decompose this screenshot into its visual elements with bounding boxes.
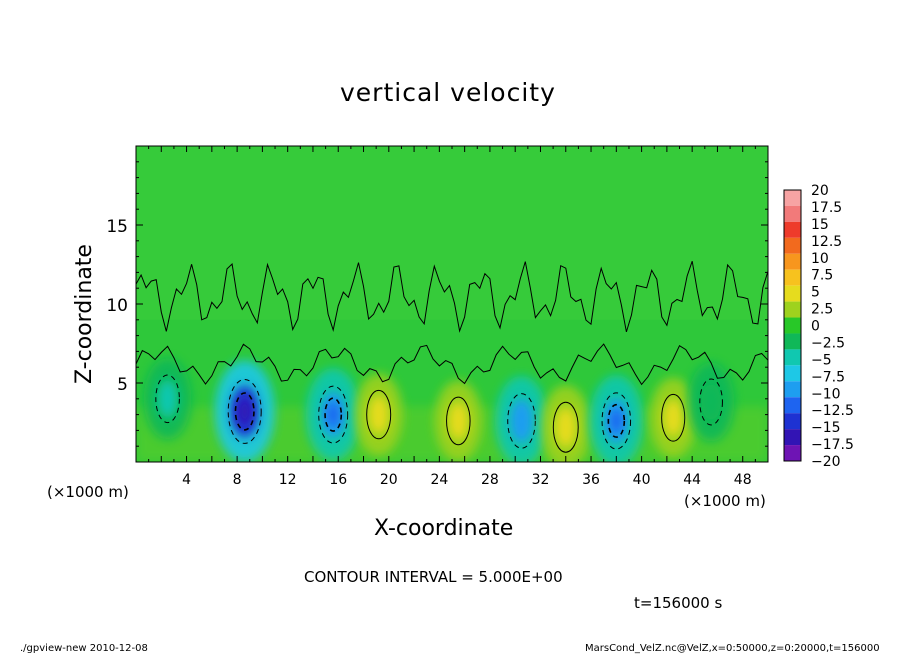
colorbar-swatch	[784, 285, 801, 302]
colorbar-label: 2.5	[811, 302, 833, 318]
x-axis-label: X-coordinate	[374, 516, 514, 541]
velocity-cell	[143, 358, 192, 440]
x-tick-label: 20	[380, 472, 398, 488]
colorbar-swatch	[784, 269, 801, 286]
velocity-cell	[214, 360, 275, 462]
x-tick-label: 16	[329, 472, 347, 488]
x-tick-label: 28	[481, 472, 499, 488]
upper-field-tint	[136, 146, 768, 320]
velocity-cell	[434, 380, 483, 462]
colorbar-label: 5	[811, 285, 820, 301]
colorbar-swatch	[784, 445, 801, 461]
colorbar-label: 15	[811, 217, 829, 233]
velocity-cell	[649, 377, 697, 458]
colorbar-label: −5	[811, 352, 832, 368]
y-axis-label: Z-coordinate	[72, 244, 97, 384]
colorbar-swatch	[784, 301, 801, 318]
y-tick-label: 15	[106, 217, 128, 237]
x-tick-label: 4	[182, 472, 191, 488]
contour-interval: CONTOUR INTERVAL = 5.000E+00	[304, 568, 563, 586]
colorbar-frame	[783, 189, 802, 462]
colorbar-swatch	[784, 317, 801, 334]
velocity-cell	[305, 368, 361, 462]
colorbar-swatch	[784, 381, 801, 398]
x-tick-label: 40	[633, 472, 651, 488]
x-tick-label: 48	[734, 472, 752, 488]
y-tick-label: 10	[106, 296, 128, 316]
x-tick-label: 44	[683, 472, 701, 488]
zero-contour-low	[136, 343, 768, 386]
velocity-cell	[354, 373, 403, 456]
colorbar-swatch	[784, 333, 801, 350]
x-tick-label: 32	[532, 472, 550, 488]
colorbar-swatch	[784, 365, 801, 382]
colorbar-swatch	[784, 429, 801, 446]
colorbar-label: 20	[811, 183, 829, 199]
colorbar-label: 10	[811, 251, 829, 267]
colorbar-label: −2.5	[811, 335, 845, 351]
footer-right: MarsCond_VelZ.nc@VelZ,x=0:50000,z=0:2000…	[585, 643, 880, 654]
colorbar-swatch	[784, 397, 801, 414]
x-tick-label: 12	[279, 472, 297, 488]
colorbar-swatch	[784, 413, 801, 430]
y-tick-label: 5	[117, 375, 128, 395]
velocity-cell	[589, 374, 644, 462]
velocity-cell	[495, 375, 548, 462]
colorbar-label: −20	[811, 454, 841, 470]
x-tick-label: 36	[582, 472, 600, 488]
colorbar-label: −17.5	[811, 437, 854, 453]
colorbar-label: −10	[811, 386, 841, 402]
colorbar-swatch	[784, 237, 801, 254]
colorbar-swatch	[784, 221, 801, 238]
velocity-cell	[688, 362, 735, 442]
x-tick-label: 24	[430, 472, 448, 488]
zero-contour-mid	[136, 261, 768, 333]
colorbar-swatch	[784, 205, 801, 222]
velocity-cell	[541, 385, 591, 462]
footer-left: ./gpview-new 2010-12-08	[20, 643, 148, 654]
colorbar-label: 12.5	[811, 234, 842, 250]
time-stamp: t=156000 s	[634, 594, 723, 612]
colorbar-label: −12.5	[811, 403, 854, 419]
x-tick-label: 8	[233, 472, 242, 488]
colorbar-label: 7.5	[811, 268, 833, 284]
colorbar-label: −7.5	[811, 369, 845, 385]
colorbar-label: 17.5	[811, 200, 842, 216]
x-units-left: (×1000 m)	[47, 483, 129, 501]
colorbar-swatch	[784, 253, 801, 270]
colorbar-label: −15	[811, 420, 841, 436]
x-units-right: (×1000 m)	[684, 492, 766, 510]
colorbar-swatch	[784, 349, 801, 366]
chart-title: vertical velocity	[340, 78, 556, 107]
colorbar-label: 0	[811, 319, 820, 335]
colorbar-swatch	[784, 190, 801, 206]
